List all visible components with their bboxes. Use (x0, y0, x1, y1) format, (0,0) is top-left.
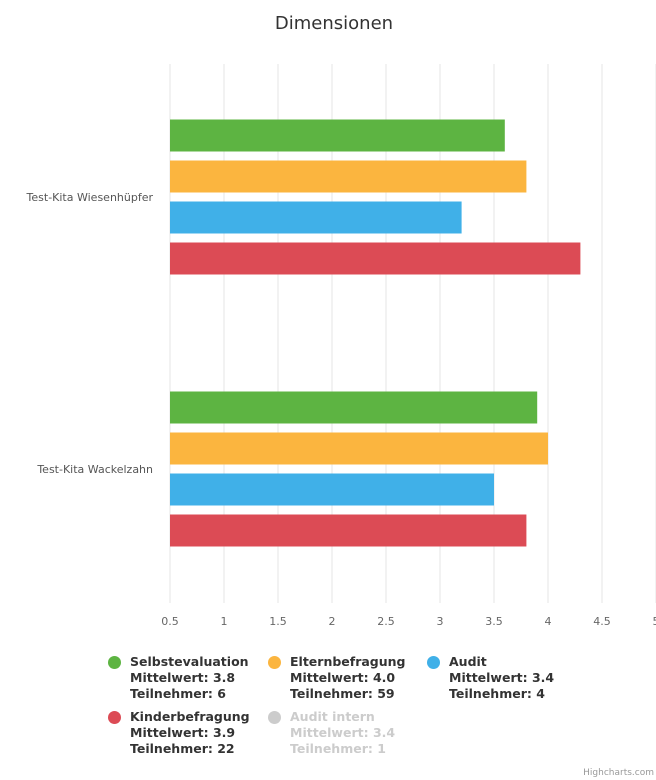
bar-selbstevaluation[interactable] (170, 119, 505, 152)
legend-teilnehmer: Teilnehmer: 1 (290, 741, 386, 756)
legend-mittelwert: Mittelwert: 3.9 (130, 725, 236, 740)
legend-series-name: Elternbefragung (290, 654, 406, 669)
legend-marker-icon (268, 656, 281, 669)
legend-teilnehmer: Teilnehmer: 6 (130, 686, 226, 701)
legend-mittelwert: Mittelwert: 3.8 (130, 670, 236, 685)
legend-marker-icon (108, 711, 121, 724)
legend-marker-icon (268, 711, 281, 724)
bar-audit[interactable] (170, 473, 494, 506)
category-label: Test-Kita Wiesenhüpfer (26, 191, 154, 204)
legend-teilnehmer: Teilnehmer: 22 (130, 741, 235, 756)
bar-kinderbefragung[interactable] (170, 242, 581, 275)
legend-marker-icon (108, 656, 121, 669)
legend-marker-icon (427, 656, 440, 669)
bar-elternbefragung[interactable] (170, 160, 527, 193)
chart-title: Dimensionen (275, 13, 393, 34)
credits-link[interactable]: Highcharts.com (583, 768, 654, 778)
x-tick-label: 2 (329, 615, 336, 628)
legend-series-name: Audit (449, 654, 487, 669)
legend-teilnehmer: Teilnehmer: 4 (449, 686, 545, 701)
category-label: Test-Kita Wackelzahn (36, 463, 153, 476)
x-tick-label: 5 (653, 615, 656, 628)
x-tick-label: 4.5 (593, 615, 611, 628)
bar-elternbefragung[interactable] (170, 432, 548, 465)
bar-audit[interactable] (170, 201, 462, 234)
legend-series-name: Selbstevaluation (130, 654, 249, 669)
x-axis-tick-labels: 0.5 1 1.5 2 2.5 3 3.5 4 4.5 5 (161, 615, 656, 628)
legend-mittelwert: Mittelwert: 3.4 (449, 670, 555, 685)
x-tick-label: 3 (437, 615, 444, 628)
grid-lines (169, 64, 656, 603)
category-labels: Test-Kita Wiesenhüpfer Test-Kita Wackelza… (26, 191, 154, 476)
bar-kinderbefragung[interactable] (170, 514, 527, 547)
x-tick-label: 0.5 (161, 615, 179, 628)
x-tick-label: 2.5 (377, 615, 395, 628)
legend-mittelwert: Mittelwert: 3.4 (290, 725, 396, 740)
x-tick-label: 1.5 (269, 615, 287, 628)
legend-teilnehmer: Teilnehmer: 59 (290, 686, 395, 701)
legend-mittelwert: Mittelwert: 4.0 (290, 670, 396, 685)
bar-selbstevaluation[interactable] (170, 391, 538, 424)
legend-series-name: Audit intern (290, 709, 375, 724)
x-tick-label: 4 (545, 615, 552, 628)
bar-series[interactable] (170, 119, 581, 547)
x-tick-label: 3.5 (485, 615, 503, 628)
legend-series-name: Kinderbefragung (130, 709, 250, 724)
x-tick-label: 1 (221, 615, 228, 628)
